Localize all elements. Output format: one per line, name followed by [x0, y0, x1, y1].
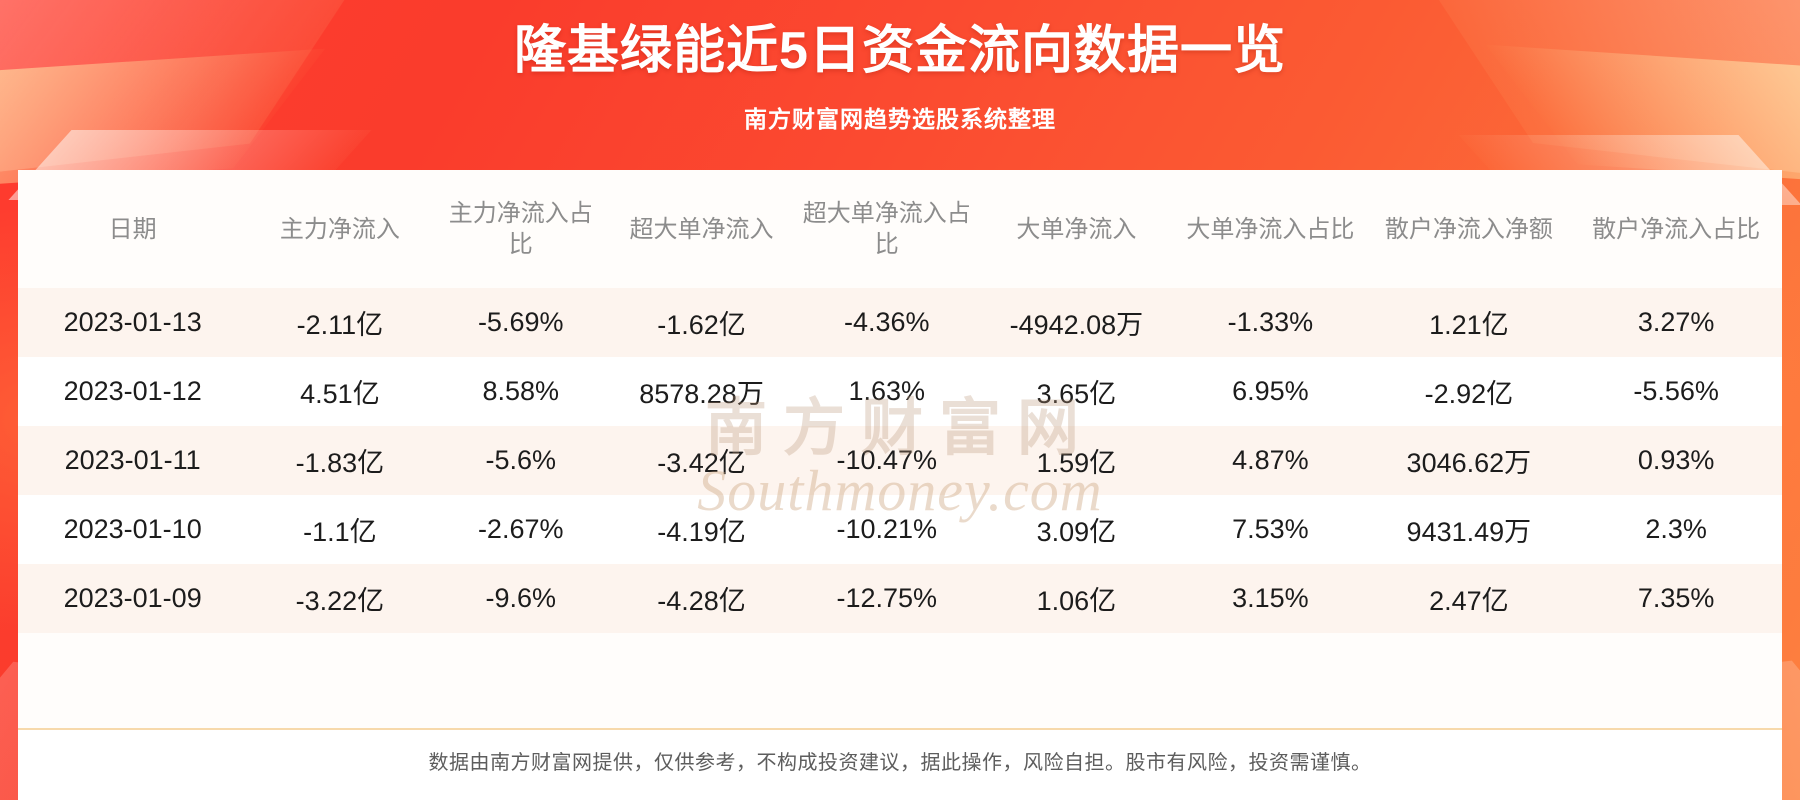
cell-main-net: -1.83亿: [247, 426, 433, 495]
page-subtitle: 南方财富网趋势选股系统整理: [744, 105, 1056, 132]
cell-retail-net: 3046.62万: [1367, 426, 1571, 495]
cell-main-net: -2.11亿: [247, 288, 433, 357]
cell-lg-pct: 7.53%: [1173, 495, 1368, 564]
cell-xl-net: 8578.28万: [608, 357, 795, 426]
cell-retail-pct: 2.3%: [1570, 495, 1782, 564]
cell-xl-pct: 1.63%: [794, 357, 980, 426]
table-row: 2023-01-11 -1.83亿 -5.6% -3.42亿 -10.47% 1…: [18, 426, 1782, 495]
cell-lg-net: 3.09亿: [979, 495, 1174, 564]
cell-retail-pct: 3.27%: [1570, 288, 1782, 357]
cell-date: 2023-01-09: [18, 564, 248, 633]
fund-flow-table: 日期 主力净流入 主力净流入占比 超大单净流入 超大单净流入占比 大单净流入 大…: [18, 170, 1782, 633]
column-header-main-net-inflow: 主力净流入: [279, 215, 400, 243]
column-header-date: 日期: [108, 215, 157, 243]
cell-retail-net: 9431.49万: [1367, 495, 1571, 564]
table-row: 2023-01-09 -3.22亿 -9.6% -4.28亿 -12.75% 1…: [18, 564, 1782, 633]
cell-main-pct: -9.6%: [432, 564, 609, 633]
cell-lg-net: 1.06亿: [979, 564, 1174, 633]
cell-retail-net: 1.21亿: [1367, 288, 1571, 357]
table-header-row: 日期 主力净流入 主力净流入占比 超大单净流入 超大单净流入占比 大单净流入 大…: [18, 170, 1782, 288]
cell-retail-pct: 0.93%: [1570, 426, 1782, 495]
table-row: 2023-01-12 4.51亿 8.58% 8578.28万 1.63% 3.…: [18, 357, 1782, 426]
cell-date: 2023-01-11: [18, 426, 248, 495]
cell-xl-net: -4.28亿: [608, 564, 795, 633]
cell-xl-net: -1.62亿: [608, 288, 795, 357]
cell-date: 2023-01-12: [18, 357, 248, 426]
table-header: 日期 主力净流入 主力净流入占比 超大单净流入 超大单净流入占比 大单净流入 大…: [18, 170, 1782, 288]
cell-lg-pct: 3.15%: [1173, 564, 1368, 633]
column-header-large-order-net-inflow-ratio: 大单净流入占比: [1186, 215, 1355, 243]
page-header: 隆基绿能近5日资金流向数据一览 南方财富网趋势选股系统整理: [0, 0, 1800, 168]
cell-main-net: -3.22亿: [247, 564, 433, 633]
table-row: 2023-01-10 -1.1亿 -2.67% -4.19亿 -10.21% 3…: [18, 495, 1782, 564]
cell-retail-pct: -5.56%: [1570, 357, 1782, 426]
footer-disclaimer: 数据由南方财富网提供，仅供参考，不构成投资建议，据此操作，风险自担。股市有风险，…: [428, 752, 1372, 774]
cell-lg-net: 1.59亿: [979, 426, 1174, 495]
cell-main-pct: -5.6%: [432, 426, 609, 495]
cell-xl-net: -4.19亿: [608, 495, 795, 564]
cell-main-pct: 8.58%: [432, 357, 609, 426]
cell-xl-net: -3.42亿: [608, 426, 795, 495]
data-table-card: 南方财富网 Southmoney.com 日期 主力净流入 主力净流入占比: [18, 170, 1782, 728]
cell-xl-pct: -10.21%: [794, 495, 980, 564]
cell-xl-pct: -12.75%: [794, 564, 980, 633]
table-body: 2023-01-13 -2.11亿 -5.69% -1.62亿 -4.36% -…: [18, 288, 1782, 633]
cell-main-net: -1.1亿: [247, 495, 433, 564]
cell-lg-net: 3.65亿: [979, 357, 1174, 426]
footer-divider: [18, 728, 1782, 730]
cell-lg-pct: 6.95%: [1173, 357, 1368, 426]
cell-date: 2023-01-10: [18, 495, 248, 564]
column-header-extra-large-order-net-inflow: 超大单净流入: [629, 215, 774, 243]
cell-retail-pct: 7.35%: [1570, 564, 1782, 633]
table-row: 2023-01-13 -2.11亿 -5.69% -1.62亿 -4.36% -…: [18, 288, 1782, 357]
cell-main-net: 4.51亿: [247, 357, 433, 426]
cell-main-pct: -2.67%: [432, 495, 609, 564]
column-header-retail-net-inflow-amount: 散户净流入净额: [1384, 215, 1553, 243]
cell-lg-net: -4942.08万: [979, 288, 1174, 357]
cell-date: 2023-01-13: [18, 288, 248, 357]
column-header-retail-net-inflow-ratio: 散户净流入占比: [1592, 215, 1761, 243]
cell-retail-net: -2.92亿: [1367, 357, 1571, 426]
cell-xl-pct: -10.47%: [794, 426, 980, 495]
column-header-extra-large-order-net-inflow-ratio: 超大单净流入占比: [802, 200, 971, 258]
cell-xl-pct: -4.36%: [794, 288, 980, 357]
cell-retail-net: 2.47亿: [1367, 564, 1571, 633]
cell-lg-pct: -1.33%: [1173, 288, 1368, 357]
page-footer: 数据由南方财富网提供，仅供参考，不构成投资建议，据此操作，风险自担。股市有风险，…: [18, 728, 1782, 800]
cell-main-pct: -5.69%: [432, 288, 609, 357]
cell-lg-pct: 4.87%: [1173, 426, 1368, 495]
column-header-large-order-net-inflow: 大单净流入: [1016, 215, 1137, 243]
column-header-main-net-inflow-ratio: 主力净流入占比: [448, 200, 593, 258]
page-title: 隆基绿能近5日资金流向数据一览: [514, 22, 1286, 80]
